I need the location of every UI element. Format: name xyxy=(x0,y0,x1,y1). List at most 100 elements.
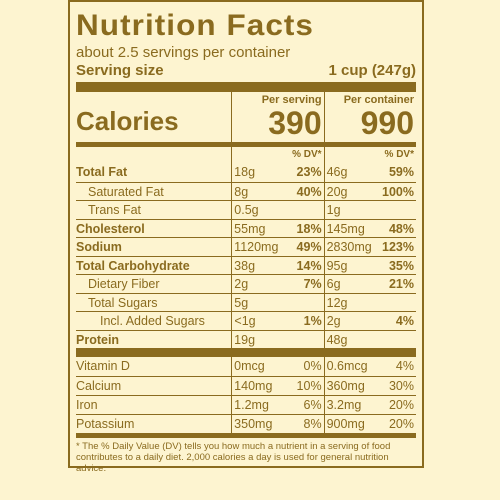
serving-cell: 0mcg 0% xyxy=(231,357,323,376)
container-dv: 48% xyxy=(388,221,414,236)
nutrient-name: Total Carbohydrate xyxy=(76,258,190,273)
serving-dv: 10% xyxy=(296,379,322,393)
dv-header-row: % DV* % DV* xyxy=(76,147,416,163)
nutrient-row: Dietary Fiber 2g 7% 6g 21% xyxy=(76,274,416,293)
container-amount: 6g xyxy=(326,277,341,291)
serving-cell: 5g xyxy=(231,293,323,311)
serving-amount: 8g xyxy=(234,184,249,199)
container-cell: 360mg 30% xyxy=(323,377,416,395)
calories-label: Calories xyxy=(76,106,179,136)
vitamin-name: Calcium xyxy=(76,379,122,393)
serving-amount: 5g xyxy=(234,295,249,310)
container-dv: 4% xyxy=(395,359,414,373)
serving-amount: 140mg xyxy=(234,379,273,393)
serving-dv: 49% xyxy=(296,240,322,254)
nutrient-row: Total Sugars 5g 12g xyxy=(76,292,416,311)
nutrient-row: Trans Fat 0.5g 1g xyxy=(76,200,416,219)
nutrient-row: Incl. Added Sugars <1g 1% 2g 4% xyxy=(76,311,416,330)
nutrient-name: Cholesterol xyxy=(76,221,145,236)
container-dv: 35% xyxy=(388,258,414,273)
serving-amount: 1120mg xyxy=(234,240,279,254)
container-amount: 3.2mg xyxy=(326,398,362,412)
serving-dv: 8% xyxy=(303,417,322,431)
container-dv: 20% xyxy=(388,417,414,431)
container-amount: 46g xyxy=(326,165,348,179)
serving-dv: 14% xyxy=(296,258,322,273)
nutrient-row: Cholesterol 55mg 18% 145mg 48% xyxy=(76,218,416,237)
container-cell: 48g xyxy=(323,330,416,348)
container-amount: 360mg xyxy=(326,379,365,393)
serving-dv: 6% xyxy=(303,398,322,412)
nutrient-row: Total Carbohydrate 38g 14% 95g 35% xyxy=(76,255,416,274)
serving-size-row: Serving size 1 cup (247g) xyxy=(76,62,416,80)
nutrient-row: Saturated Fat 8g 40% 20g 100% xyxy=(76,181,416,200)
vitamin-name: Potassium xyxy=(76,417,135,431)
serving-dv: 18% xyxy=(296,221,322,236)
serving-amount: <1g xyxy=(234,314,256,328)
container-amount: 95g xyxy=(326,258,348,273)
serving-amount: 350mg xyxy=(234,417,273,431)
container-dv: 20% xyxy=(388,398,414,412)
vitamin-row: Potassium 350mg 8% 900mg 20% xyxy=(76,414,416,433)
serving-dv: 40% xyxy=(296,184,322,199)
calories-per-container-col: Per container 990 xyxy=(323,92,416,142)
container-cell: 6g 21% xyxy=(323,275,416,293)
container-cell: 1g xyxy=(323,201,416,219)
serving-amount: 18g xyxy=(234,165,256,179)
vitamin-table: Vitamin D 0mcg 0% 0.6mcg 4% Calcium 140mg 10% 36… xyxy=(76,357,416,433)
serving-amount: 2g xyxy=(234,277,249,291)
nutrient-name: Dietary Fiber xyxy=(88,277,160,291)
nutrient-name: Protein xyxy=(76,332,120,347)
container-dv: 21% xyxy=(388,277,415,291)
calories-per-container: 990 xyxy=(360,105,414,141)
divider-thick xyxy=(76,82,416,92)
serving-amount: 55mg xyxy=(234,221,266,236)
container-amount: 1g xyxy=(326,203,341,217)
container-cell: 20g 100% xyxy=(323,182,416,200)
serving-amount: 38g xyxy=(234,258,256,273)
serving-cell: 140mg 10% xyxy=(231,377,323,395)
vitamin-name: Iron xyxy=(76,398,98,412)
nutrient-table: Total Fat 18g 23% 46g 59% Saturated Fat 8g 40% 2… xyxy=(76,163,416,348)
serving-dv: 7% xyxy=(303,277,322,291)
container-amount: 20g xyxy=(326,184,348,199)
calories-per-serving: 390 xyxy=(268,105,322,141)
nutrient-name: Total Sugars xyxy=(88,295,158,310)
container-amount: 2830mg xyxy=(326,240,372,254)
serving-amount: 19g xyxy=(234,332,256,347)
calories-per-serving-col: Per serving 390 xyxy=(231,92,323,142)
serving-amount: 1.2mg xyxy=(234,398,269,412)
container-cell: 0.6mcg 4% xyxy=(323,357,416,376)
container-dv: 59% xyxy=(388,165,414,179)
container-cell: 145mg 48% xyxy=(323,219,416,237)
nutrient-row: Total Fat 18g 23% 46g 59% xyxy=(76,163,416,182)
container-amount: 12g xyxy=(326,295,348,310)
serving-cell: 0.5g xyxy=(231,201,323,219)
serving-cell: 2g 7% xyxy=(231,275,323,293)
vitamin-row: Vitamin D 0mcg 0% 0.6mcg 4% xyxy=(76,357,416,376)
serving-dv: 23% xyxy=(296,165,322,179)
serving-cell: 18g 23% xyxy=(231,163,323,182)
nutrient-row: Sodium 1120mg 49% 2830mg 123% xyxy=(76,237,416,256)
vitamin-row: Iron 1.2mg 6% 3.2mg 20% xyxy=(76,395,416,414)
container-cell: 2830mg 123% xyxy=(323,238,416,256)
servings-per-container: about 2.5 servings per container xyxy=(76,44,291,61)
container-cell: 46g 59% xyxy=(323,163,416,182)
dv-header-serving: % DV* xyxy=(292,149,322,160)
calories-row: Calories Per serving 390 Per container 9… xyxy=(76,92,416,147)
nutrient-name: Total Fat xyxy=(76,165,128,179)
nutrient-row: Protein 19g 48g xyxy=(76,329,416,348)
container-dv: 4% xyxy=(395,314,414,328)
container-dv: 100% xyxy=(382,184,415,199)
container-amount: 900mg xyxy=(326,417,365,431)
container-amount: 48g xyxy=(326,332,348,347)
serving-size-value: 1 cup (247g) xyxy=(328,62,416,79)
serving-cell: 1.2mg 6% xyxy=(231,396,323,414)
nutrient-name: Incl. Added Sugars xyxy=(100,314,205,328)
serving-dv: 1% xyxy=(303,314,322,328)
per-serving-header: Per serving xyxy=(261,94,322,106)
serving-cell: 55mg 18% xyxy=(231,219,323,237)
serving-cell: 1120mg 49% xyxy=(231,238,323,256)
container-dv: 30% xyxy=(388,379,414,393)
container-cell: 900mg 20% xyxy=(323,415,416,433)
